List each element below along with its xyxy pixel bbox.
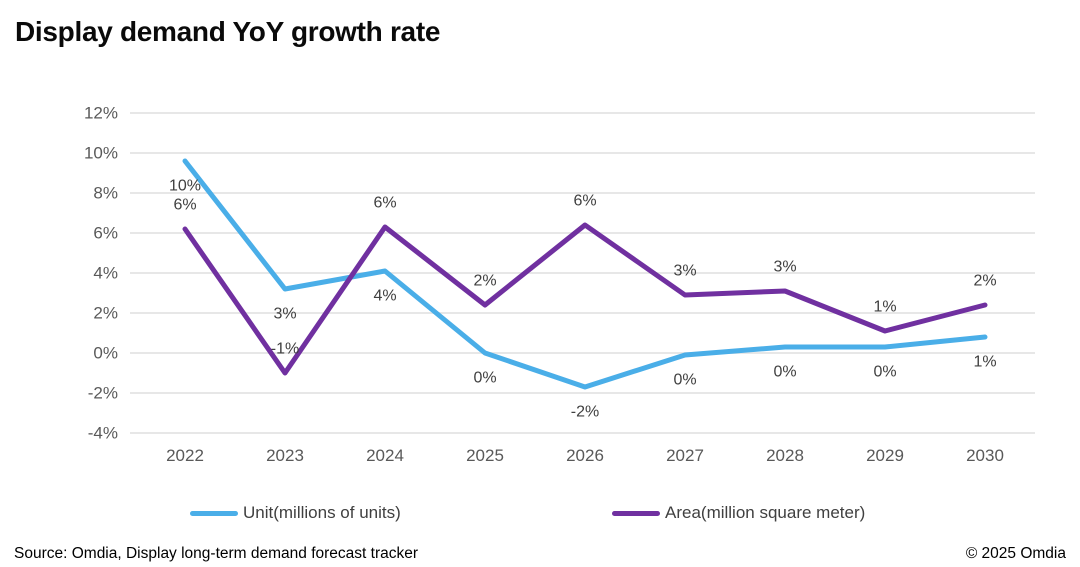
y-axis-tick-label: 8% <box>93 184 118 203</box>
data-label: 6% <box>173 197 196 214</box>
chart-title: Display demand YoY growth rate <box>15 16 441 47</box>
x-axis-tick-label: 2022 <box>166 446 204 465</box>
y-axis-tick-label: 2% <box>93 304 118 323</box>
x-axis-tick-label: 2030 <box>966 446 1004 465</box>
data-label: 4% <box>373 288 396 305</box>
copyright-note: © 2025 Omdia <box>965 545 1066 562</box>
x-axis-tick-label: 2025 <box>466 446 504 465</box>
unit-line-marker-icon <box>190 510 238 516</box>
data-label: 3% <box>773 259 796 276</box>
data-label: 2% <box>973 273 996 290</box>
legend: Unit(millions of units) Area(million squ… <box>0 502 1080 526</box>
y-axis-tick-label: -2% <box>88 384 118 403</box>
data-label: 10% <box>169 178 201 195</box>
x-axis-tick-label: 2024 <box>366 446 404 465</box>
legend-item-area[interactable]: Area(million square meter) <box>612 502 865 524</box>
y-axis-tick-label: 4% <box>93 264 118 283</box>
data-label: 6% <box>373 195 396 212</box>
data-label: 0% <box>673 372 696 389</box>
legend-item-unit[interactable]: Unit(millions of units) <box>190 502 401 524</box>
source-note: Source: Omdia, Display long-term demand … <box>14 545 419 562</box>
x-axis-tick-label: 2027 <box>666 446 704 465</box>
line-chart: 12% 10% 8% 6% 4% 2% 0% -2% -4% 2022 2023 2024 2025 20… <box>84 104 1035 465</box>
series-line-unit <box>182 158 988 390</box>
data-label: 0% <box>773 364 796 381</box>
footer: Source: Omdia, Display long-term demand … <box>0 545 1080 563</box>
y-axis-tick-label: 10% <box>84 144 118 163</box>
legend-label-unit: Unit(millions of units) <box>243 503 401 522</box>
data-label: -1% <box>271 341 299 358</box>
data-label: 0% <box>473 370 496 387</box>
x-axis-tick-label: 2028 <box>766 446 804 465</box>
data-label: 3% <box>673 263 696 280</box>
x-axis-tick-label: 2023 <box>266 446 304 465</box>
data-label: 2% <box>473 273 496 290</box>
area-line-marker-icon <box>612 510 660 516</box>
y-axis-tick-label: 0% <box>93 344 118 363</box>
x-axis-tick-label: 2026 <box>566 446 604 465</box>
data-label: 6% <box>573 193 596 210</box>
legend-label-area: Area(million square meter) <box>665 503 866 522</box>
series-line-area <box>182 222 988 376</box>
data-label: 1% <box>873 299 896 316</box>
y-axis-tick-label: -4% <box>88 424 118 443</box>
data-label: -2% <box>571 404 599 421</box>
y-axis-tick-label: 6% <box>93 224 118 243</box>
y-axis-tick-label: 12% <box>84 104 118 123</box>
data-label: 1% <box>973 354 996 371</box>
data-label: 0% <box>873 364 896 381</box>
data-label: 3% <box>273 306 296 323</box>
x-axis-tick-label: 2029 <box>866 446 904 465</box>
